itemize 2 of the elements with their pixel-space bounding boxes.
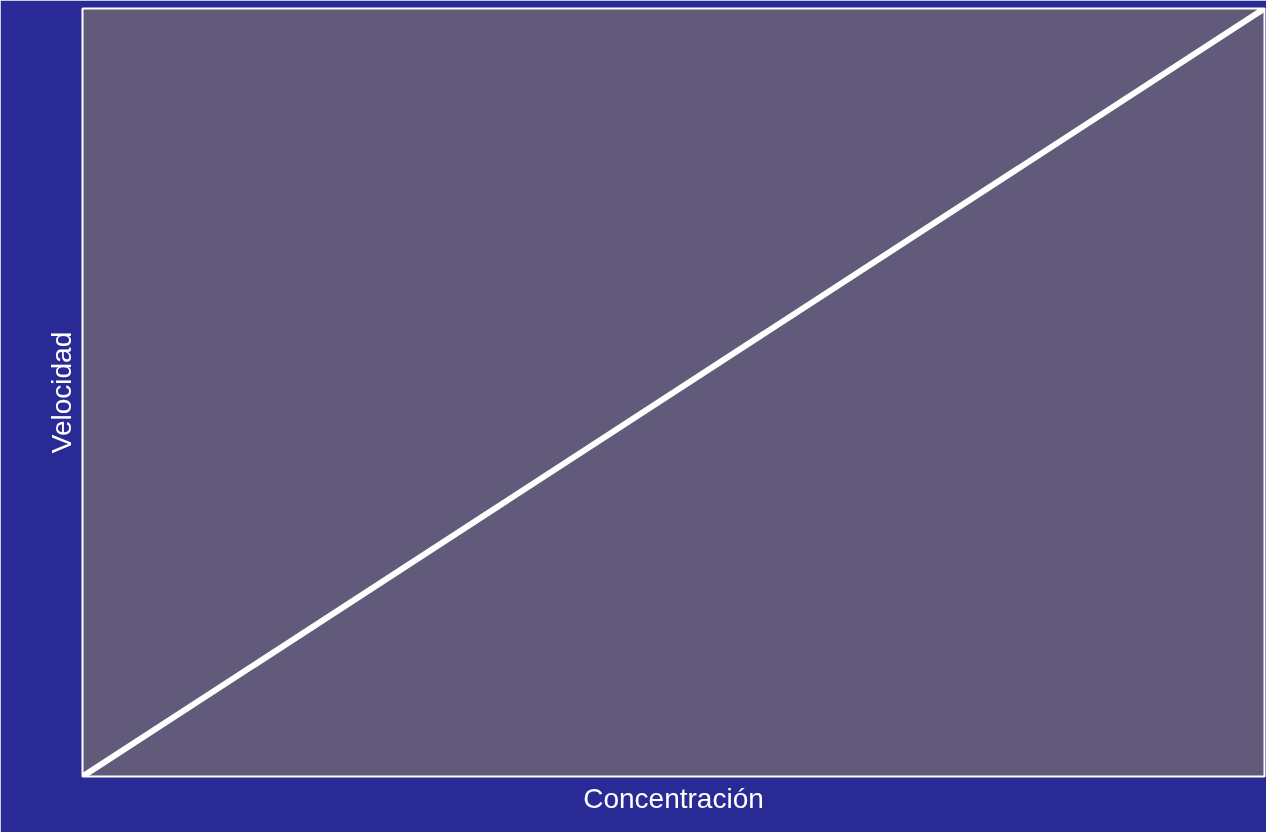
x-axis-title: Concentración: [583, 782, 764, 814]
y-axis-title: Velocidad: [45, 331, 77, 454]
